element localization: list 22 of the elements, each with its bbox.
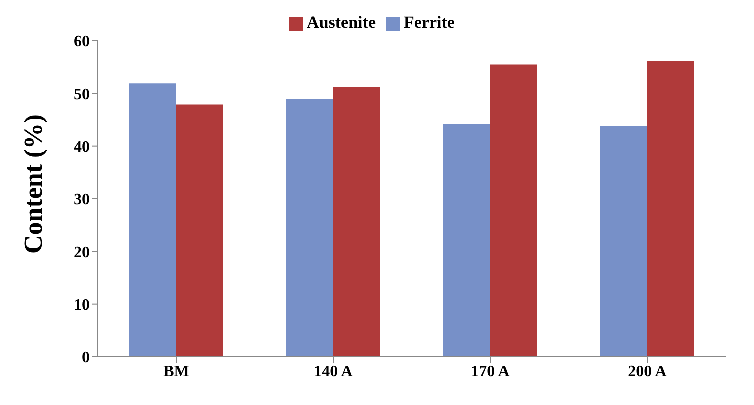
bar: [129, 84, 176, 357]
y-tick-label: 0: [82, 350, 90, 367]
x-tick-label: 170 A: [471, 363, 510, 380]
y-tick-label: 20: [74, 244, 90, 262]
bar: [490, 64, 538, 357]
y-tick-label: 10: [74, 297, 90, 314]
bar: [286, 99, 334, 357]
legend-label: Austenite: [307, 13, 376, 32]
y-tick-label: 40: [74, 139, 90, 156]
bar: [176, 104, 224, 357]
legend-label: Ferrite: [404, 13, 455, 32]
bar: [443, 124, 490, 357]
bar: [600, 126, 648, 357]
bar: [333, 87, 380, 357]
y-tick-label: 30: [74, 192, 90, 209]
bar: [647, 61, 694, 357]
x-tick-label: 200 A: [628, 363, 668, 380]
x-tick-label: 140 A: [314, 363, 354, 380]
y-tick-label: 60: [74, 34, 90, 51]
y-tick-label: 50: [74, 86, 90, 104]
y-axis-title: Content (%): [19, 114, 48, 254]
x-tick-label: BM: [164, 363, 190, 380]
